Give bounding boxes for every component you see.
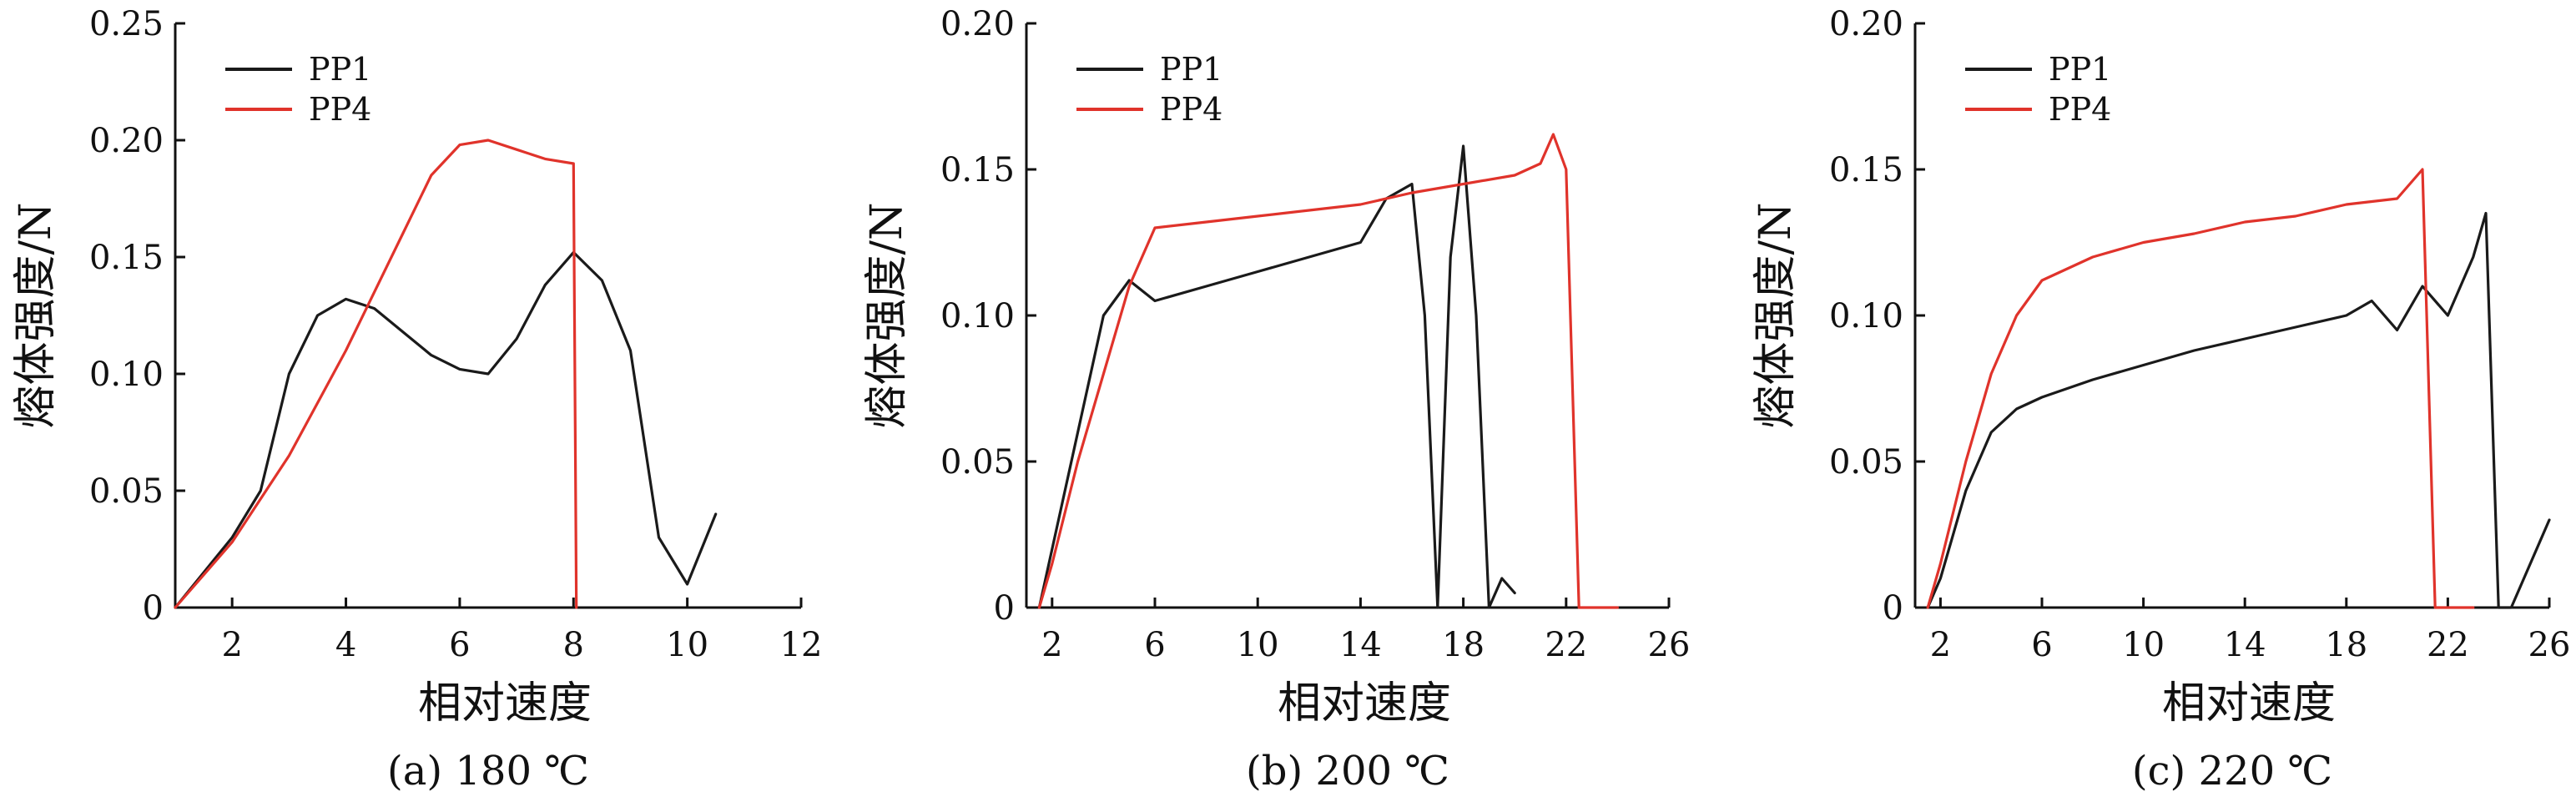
x-axis-title: 相对速度 bbox=[2162, 678, 2336, 729]
y-tick-label: 0.05 bbox=[1829, 443, 1903, 482]
legend-label-pp4: PP4 bbox=[309, 91, 371, 128]
series-line-pp4 bbox=[174, 139, 578, 609]
chart-panel-3: 00.050.100.150.202 6 10 14 18 22 26熔体强度/N相对速度(… bbox=[1751, 5, 2570, 794]
x-tick-label: 2 bbox=[1041, 626, 1062, 664]
y-tick-label: 0.05 bbox=[89, 472, 164, 511]
legend-label-pp1: PP1 bbox=[1160, 51, 1222, 88]
x-tick-label: 4 bbox=[335, 626, 356, 664]
legend-label-pp1: PP1 bbox=[2049, 51, 2111, 88]
x-tick-label: 10 bbox=[2122, 626, 2165, 664]
legend-label-pp1: PP1 bbox=[309, 51, 371, 88]
x-tick-label: 14 bbox=[2224, 626, 2266, 664]
x-tick-label: 18 bbox=[2325, 626, 2367, 664]
x-tick-label: 10 bbox=[666, 626, 708, 664]
x-tick-label: 6 bbox=[449, 626, 470, 664]
x-tick-label: 18 bbox=[1442, 626, 1485, 664]
panel-caption: (a) 180 ℃ bbox=[387, 748, 589, 794]
y-tick-label: 0.25 bbox=[89, 5, 164, 43]
series-line-pp1 bbox=[174, 250, 718, 609]
y-tick-label: 0 bbox=[1883, 589, 1903, 628]
y-axis-title: 熔体强度/N bbox=[862, 202, 912, 428]
series-line-pp1 bbox=[1037, 144, 1516, 609]
x-tick-label: 6 bbox=[1144, 626, 1165, 664]
x-axis-title: 相对速度 bbox=[1278, 678, 1451, 729]
y-tick-label: 0.10 bbox=[89, 356, 164, 394]
x-tick-label: 2 bbox=[221, 626, 242, 664]
y-tick-label: 0 bbox=[143, 589, 164, 628]
x-tick-label: 10 bbox=[1237, 626, 1279, 664]
x-axis-title: 相对速度 bbox=[418, 678, 592, 729]
legend-label-pp4: PP4 bbox=[2049, 91, 2111, 128]
chart-panel-2: 00.050.100.150.202 6 10 14 18 22 26熔体强度/N相对速度(… bbox=[862, 5, 1690, 794]
chart-panel-1: 0 0.05 0.10 0.15 0.20 0.25 2 4 6 8 10 12 熔体强度/N 相对速度 (… bbox=[11, 5, 822, 794]
y-tick-label: 0.20 bbox=[1829, 5, 1903, 43]
y-tick-label: 0.10 bbox=[1829, 297, 1903, 335]
x-tick-label: 6 bbox=[2031, 626, 2052, 664]
series-line-pp4 bbox=[1037, 133, 1620, 609]
x-tick-label: 22 bbox=[1545, 626, 1587, 664]
x-tick-label: 26 bbox=[2528, 626, 2571, 664]
x-tick-label: 8 bbox=[563, 626, 584, 664]
panel-caption: (b) 200 ℃ bbox=[1246, 748, 1449, 794]
y-axis-title: 熔体强度/N bbox=[11, 202, 61, 428]
y-tick-label: 0.05 bbox=[940, 443, 1015, 482]
y-tick-label: 0.20 bbox=[940, 5, 1015, 43]
legend-label-pp4: PP4 bbox=[1160, 91, 1222, 128]
y-tick-label: 0.15 bbox=[940, 151, 1015, 189]
series-line-pp4 bbox=[1926, 168, 2475, 609]
x-tick-label: 12 bbox=[780, 626, 823, 664]
y-tick-label: 0.10 bbox=[940, 297, 1015, 335]
y-axis-title: 熔体强度/N bbox=[1751, 202, 1801, 428]
y-tick-label: 0.15 bbox=[1829, 151, 1903, 189]
y-tick-label: 0.20 bbox=[89, 122, 164, 160]
x-tick-label: 2 bbox=[1930, 626, 1951, 664]
x-tick-label: 26 bbox=[1648, 626, 1691, 664]
x-tick-label: 22 bbox=[2427, 626, 2469, 664]
y-tick-label: 0 bbox=[994, 589, 1015, 628]
panel-caption: (c) 220 ℃ bbox=[2132, 748, 2332, 794]
x-tick-label: 14 bbox=[1339, 626, 1382, 664]
y-tick-label: 0.15 bbox=[89, 239, 164, 277]
series-line-pp1 bbox=[1926, 211, 2551, 609]
